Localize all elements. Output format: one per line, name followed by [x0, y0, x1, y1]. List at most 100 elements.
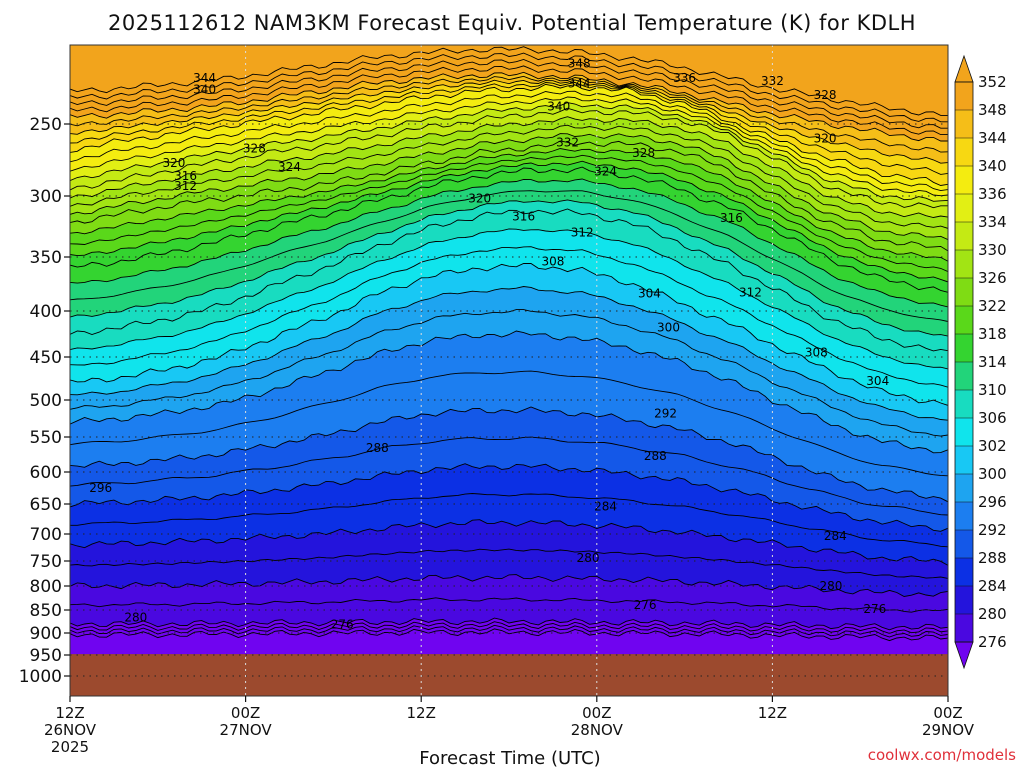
contour-label: 288 [366, 441, 389, 455]
colorbar-label: 334 [978, 213, 1007, 231]
contour-line-294 [70, 370, 948, 477]
colorbar-swatch [955, 586, 973, 615]
contour-label: 288 [644, 449, 667, 463]
credit-text: coolwx.com/models [868, 746, 1016, 764]
colorbar: 352 348 344 340 336 334 330 326 322 318 314 310 306 3… [954, 54, 1007, 670]
chart-title: 2025112612 NAM3KM Forecast Equiv. Potent… [108, 11, 916, 35]
contour-label: 316 [174, 169, 197, 183]
colorbar-swatch [955, 194, 973, 223]
contour-line-328 [70, 124, 948, 229]
contour-label: 304 [638, 287, 661, 301]
contour-label: 320 [814, 131, 837, 145]
plot-frame [69, 44, 949, 697]
contour-line-342 [70, 81, 948, 175]
contour-label: 284 [824, 529, 847, 543]
contour-label: 328 [814, 88, 837, 102]
contour-label: 328 [243, 141, 266, 155]
contour-line-274 [70, 621, 948, 634]
contour-label: 304 [866, 374, 889, 388]
contour-line-332 [70, 107, 948, 209]
y-tick-label: 700 [30, 525, 62, 545]
colorbar-swatch [955, 222, 973, 251]
colorbar-label: 352 [978, 73, 1007, 91]
contour-label: 276 [634, 598, 657, 612]
colorbar-label: 326 [978, 269, 1007, 287]
contour-line-330 [70, 116, 948, 218]
contour-label: 336 [673, 71, 696, 85]
contour-line-318 [70, 160, 948, 283]
contour-label: 320 [162, 156, 185, 170]
contour-label: 344 [193, 71, 216, 85]
y-tick-label: 300 [30, 187, 62, 207]
contour-line-292 [70, 406, 948, 503]
y-tick-label: 450 [30, 348, 62, 368]
contour-label: 332 [556, 136, 579, 150]
contour-line-306 [70, 228, 948, 370]
contour-line-288 [70, 463, 948, 532]
x-tick-label: 2025 [51, 738, 89, 756]
contour-line-310 [70, 199, 948, 337]
contour-line-326 [70, 133, 948, 241]
y-tick-label: 650 [30, 495, 62, 515]
contour-label: 308 [541, 254, 564, 268]
y-tick-label: 1000 [19, 667, 62, 687]
contour-line-320 [70, 154, 948, 273]
contour-line-316 [70, 166, 948, 293]
contour-line-278 [70, 597, 948, 613]
y-tick-label: 850 [30, 601, 62, 621]
contour-label: 296 [89, 481, 112, 495]
contour-label: 348 [568, 57, 591, 71]
contour-label: 312 [739, 286, 762, 300]
y-tick-label: 900 [30, 624, 62, 644]
contour-label: 344 [568, 77, 591, 91]
x-tick-label: 26NOV [44, 721, 97, 739]
contour-line-354 [70, 52, 948, 123]
contour-label: 316 [512, 210, 535, 224]
contour-line-304 [70, 246, 948, 388]
gridlines [70, 45, 948, 696]
ground-surface [70, 654, 948, 696]
x-tick-label: 00Z [582, 704, 611, 722]
contour-line-352 [70, 59, 948, 129]
contour-line-348 [70, 71, 948, 142]
colorbar-swatch [955, 138, 973, 167]
contour-line-308 [70, 208, 948, 352]
x-tick-label: 27NOV [220, 721, 273, 739]
contour-label: 316 [720, 211, 743, 225]
colorbar-label: 314 [978, 353, 1007, 371]
contour-label: 340 [547, 100, 570, 114]
contour-line-336 [70, 96, 948, 197]
colorbar-swatch [955, 502, 973, 531]
colorbar-swatch [955, 166, 973, 195]
x-tick-label: 12Z [55, 704, 84, 722]
colorbar-label: 310 [978, 381, 1007, 399]
y-tick-label: 500 [30, 391, 62, 411]
contour-line-356 [70, 46, 948, 116]
colorbar-swatch [955, 390, 973, 419]
colorbar-swatch [955, 306, 973, 335]
y-tick-label: 350 [30, 248, 62, 268]
colorbar-swatch [955, 418, 973, 447]
colorbar-swatch [955, 446, 973, 475]
contour-line-334 [70, 102, 948, 202]
x-tick-label: 00Z [933, 704, 962, 722]
colorbar-label: 318 [978, 325, 1007, 343]
contour-line-282 [70, 548, 948, 579]
colorbar-swatch [955, 530, 973, 559]
contour-label: 324 [594, 165, 617, 179]
colorbar-swatch [955, 558, 973, 587]
colorbar-label: 322 [978, 297, 1007, 315]
contour-label: 308 [805, 345, 828, 359]
contour-line-286 [70, 493, 948, 548]
contour-label: 312 [174, 179, 197, 193]
contour-label: 324 [278, 160, 301, 174]
contour-label: 300 [657, 321, 680, 335]
contour-line-338 [70, 90, 948, 192]
contour-label: 328 [632, 146, 655, 160]
contour-line-276 [70, 617, 948, 631]
contour-line-270 [70, 628, 948, 642]
y-axis: 250 300 350 400 450 500 550 600 650 700 750 800 850 9… [19, 115, 70, 687]
contour-line-290 [70, 436, 948, 516]
